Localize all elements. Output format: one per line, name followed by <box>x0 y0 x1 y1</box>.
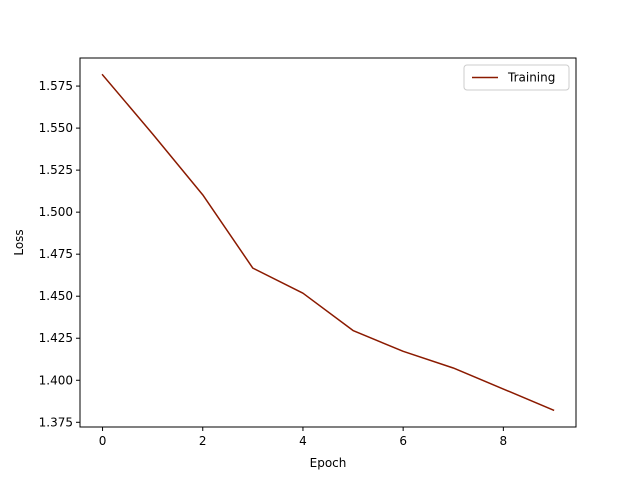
y-tick-label: 1.375 <box>39 415 73 429</box>
x-tick-label: 2 <box>199 434 207 448</box>
y-tick-label: 1.525 <box>39 163 73 177</box>
y-tick-label: 1.475 <box>39 247 73 261</box>
x-axis-label: Epoch <box>310 456 347 470</box>
y-tick-label: 1.450 <box>39 289 73 303</box>
y-tick-label: 1.425 <box>39 331 73 345</box>
y-axis-label: Loss <box>12 229 26 255</box>
legend-label-training: Training <box>507 71 555 85</box>
x-tick-label: 8 <box>500 434 508 448</box>
y-tick-label: 1.500 <box>39 205 73 219</box>
y-axis-ticks: 1.375 1.400 1.425 1.450 1.475 1.500 1.525 1.550… <box>39 79 80 429</box>
y-tick-label: 1.575 <box>39 79 73 93</box>
legend: Training <box>463 64 570 91</box>
x-axis-ticks: 0 2 4 6 8 <box>99 427 507 448</box>
x-tick-label: 4 <box>299 434 307 448</box>
legend-box <box>463 64 570 91</box>
plot-frame <box>79 57 577 428</box>
x-tick-label: 6 <box>399 434 407 448</box>
y-tick-label: 1.550 <box>39 121 73 135</box>
y-tick-label: 1.400 <box>39 373 73 387</box>
plot-layer <box>101 73 555 412</box>
x-tick-label: 0 <box>99 434 107 448</box>
series-line-training <box>101 73 555 412</box>
